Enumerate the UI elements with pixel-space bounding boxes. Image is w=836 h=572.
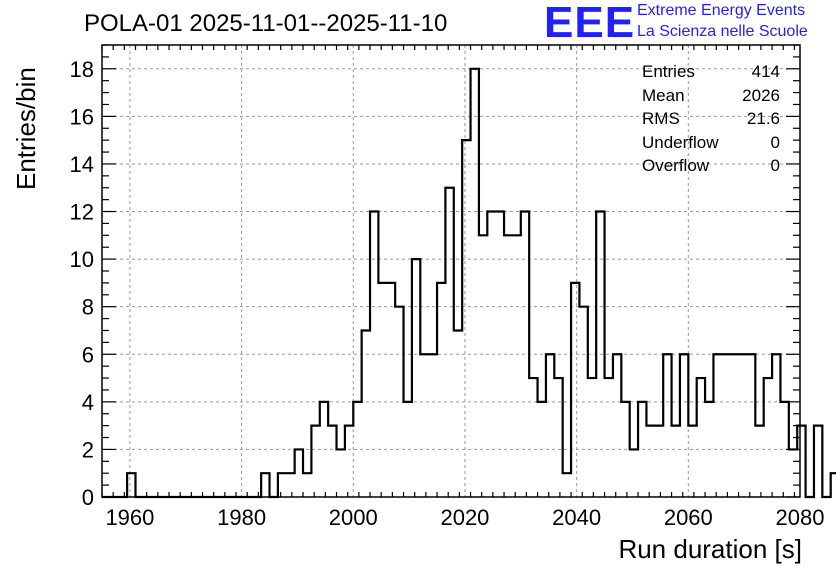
histogram-bin [278,473,286,497]
y-tick-label: 12 [70,200,94,225]
stats-label: Underflow [642,132,719,152]
histogram-bin [437,283,445,497]
stats-row-entries: Entries 414 [642,60,780,84]
histogram-bin [504,235,512,497]
x-tick-label: 1980 [217,505,266,530]
x-tick-label: 2060 [664,505,713,530]
y-axis-label-wrap: Entries/bin [6,40,42,190]
histogram-bin [445,188,453,497]
histogram-bin [630,449,638,497]
histogram-bin [688,426,696,497]
histogram-bin [814,426,822,497]
histogram-bin [672,426,680,497]
histogram-bin [697,378,705,497]
histogram-bin [479,235,487,497]
histogram-bin [454,330,462,497]
histogram-bin [605,378,613,497]
histogram-bin [663,354,671,497]
stats-label: RMS [642,109,680,128]
histogram-bin [730,354,738,497]
stats-row-underflow: Underflow 0 [642,131,780,155]
histogram-bin [755,426,763,497]
stats-label: Entries [642,62,695,81]
stats-row-overflow: Overflow 0 [642,154,780,178]
histogram-bin [345,426,353,497]
stats-label: Overflow [642,156,710,175]
y-tick-label: 6 [82,342,94,367]
stats-value: 414 [751,62,780,81]
y-tick-label: 14 [70,152,94,177]
histogram-bin [546,354,554,497]
stats-row-mean: Mean 2026 [642,84,780,108]
histogram-steps [102,67,836,499]
histogram-bin [529,378,537,497]
histogram-bin [362,330,370,497]
histogram-bin [387,283,395,497]
histogram-bin [328,426,336,497]
histogram-bin [127,473,135,497]
histogram-bin [378,283,386,497]
histogram-bin [462,140,470,497]
histogram-bin [412,259,420,497]
x-tick-label: 2000 [329,505,378,530]
histogram-bin [655,426,663,497]
y-tick-label: 4 [82,390,94,415]
plot-title: POLA-01 2025-11-01--2025-11-10 [84,10,448,37]
histogram-bin [646,426,654,497]
y-axis-label: Entries/bin [11,67,41,190]
histogram-bin [286,473,294,497]
logo-line-1: Extreme Energy Events [637,2,806,19]
logo-line-2: La Scienza nelle Scuole [637,23,808,40]
histogram-bin [772,354,780,497]
histogram-bin [295,449,303,497]
histogram-bin [420,354,428,497]
y-tick-label: 10 [70,247,94,272]
stats-row-rms: RMS 21.6 [642,107,780,131]
histogram-bin [303,473,311,497]
stats-value: 0 [770,132,780,152]
histogram-bin [739,354,747,497]
y-tick-label: 2 [82,437,94,462]
stats-box: Entries 414 Mean 2026 RMS 21.6 Underflow… [642,60,780,178]
histogram-bin [571,283,579,497]
stats-label: Mean [642,85,685,105]
y-tick-label: 0 [82,485,94,510]
histogram-bin [747,354,755,497]
histogram-bin [764,378,772,497]
eee-logo: EEE [544,0,636,47]
y-tick-label: 16 [70,104,94,129]
histogram-bin [337,449,345,497]
histogram-bin [680,354,688,497]
histogram-bin [554,378,562,497]
histogram-bin [311,426,319,497]
x-tick-label: 2080 [776,505,825,530]
histogram-bin [722,354,730,497]
stats-value: 0 [770,156,780,175]
histogram-bin [588,378,596,497]
histogram-bin [429,354,437,497]
histogram-bin [261,473,269,497]
stats-value: 2026 [742,85,780,105]
histogram-bin [471,69,479,497]
x-tick-label: 2040 [552,505,601,530]
histogram-bin [713,354,721,497]
y-tick-label: 8 [82,295,94,320]
y-tick-label: 18 [70,57,94,82]
x-tick-label: 1960 [105,505,154,530]
histogram-bin [563,473,571,497]
x-tick-label: 2020 [440,505,489,530]
x-axis-label: Run duration [s] [618,534,802,564]
histogram-bin [512,235,520,497]
histogram-bin [613,354,621,497]
stats-value: 21.6 [746,109,780,128]
